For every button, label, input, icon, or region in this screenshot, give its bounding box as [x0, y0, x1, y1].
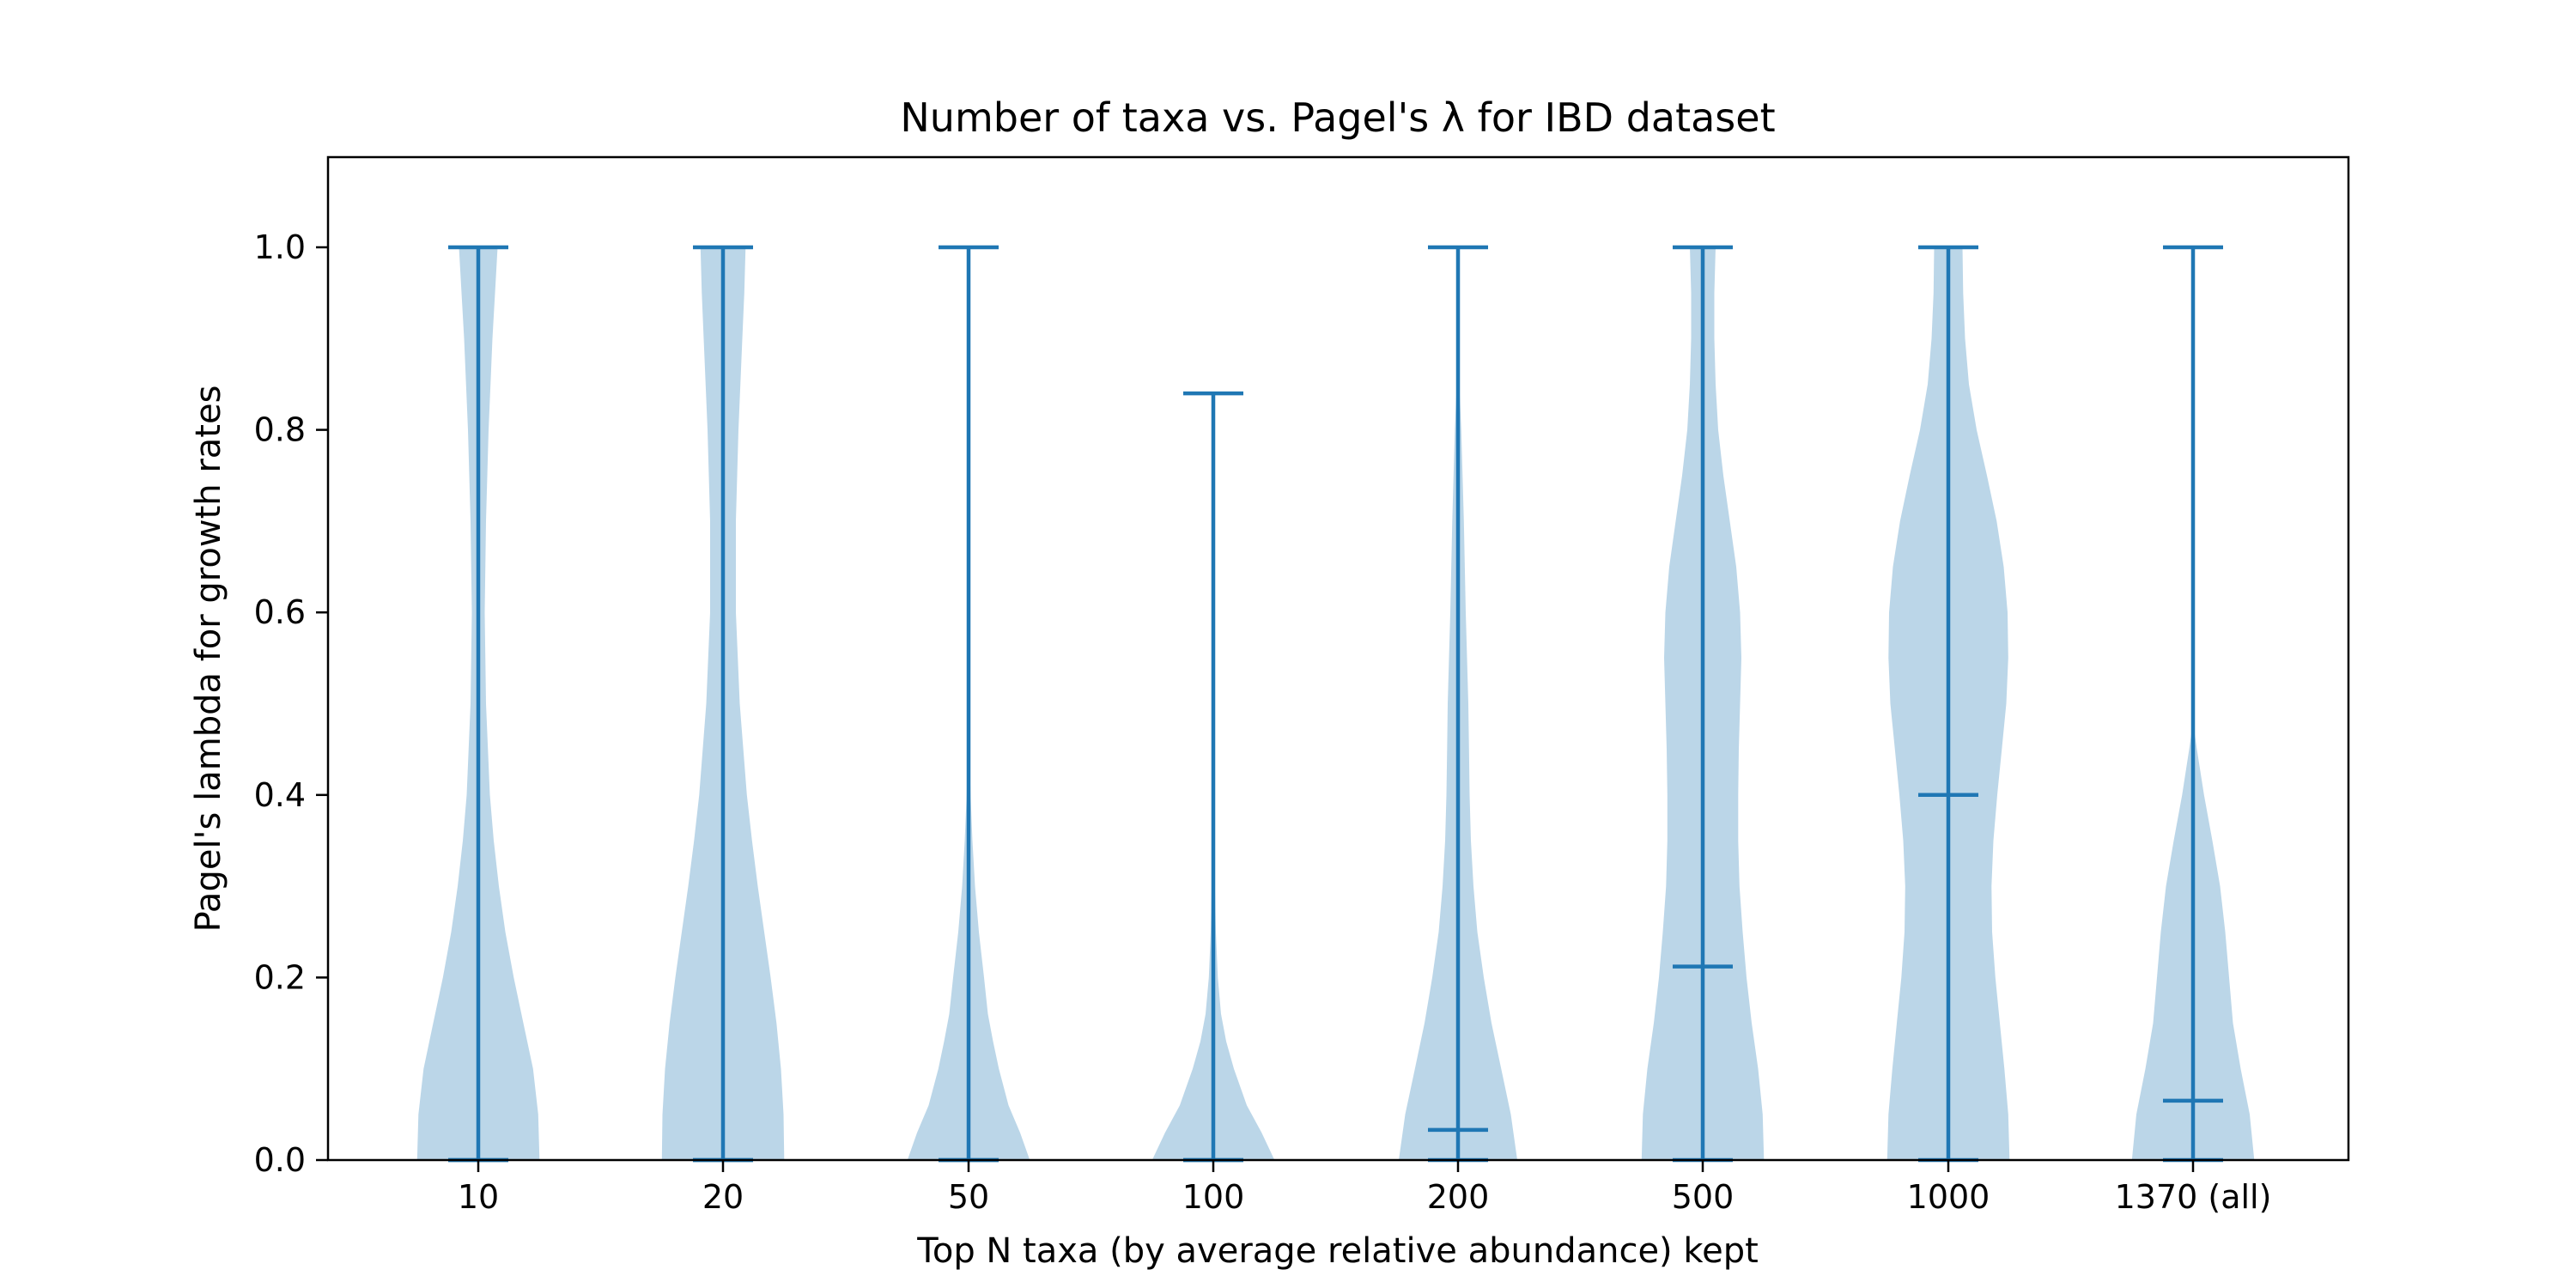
x-axis: 10 20 50 100 200 500 1000 1370 (all)	[458, 1160, 2272, 1216]
plot-frame	[326, 155, 2350, 1162]
y-tick-label: 0.8	[254, 411, 306, 449]
x-tick-label: 50	[948, 1178, 989, 1216]
x-tick-label: 20	[702, 1178, 744, 1216]
x-axis-label: Top N taxa (by average relative abundanc…	[916, 1231, 1759, 1271]
y-tick-label: 0.6	[254, 593, 306, 631]
y-tick-label: 1.0	[254, 228, 306, 266]
y-tick-label: 0.2	[254, 958, 306, 996]
y-axis-label: Pagel's lambda for growth rates	[189, 386, 228, 933]
x-tick-label: 200	[1427, 1178, 1490, 1216]
y-axis: 0.0 0.2 0.4 0.6 0.8 1.0	[254, 228, 328, 1179]
x-tick-label: 500	[1672, 1178, 1735, 1216]
x-tick-label: 1370 (all)	[2115, 1178, 2272, 1216]
chart-title: Number of taxa vs. Pagel's λ for IBD dat…	[900, 94, 1775, 141]
x-tick-label: 100	[1182, 1178, 1245, 1216]
y-tick-label: 0.0	[254, 1141, 306, 1179]
x-tick-label: 1000	[1907, 1178, 1990, 1216]
x-tick-label: 10	[458, 1178, 499, 1216]
y-tick-label: 0.4	[254, 776, 306, 814]
